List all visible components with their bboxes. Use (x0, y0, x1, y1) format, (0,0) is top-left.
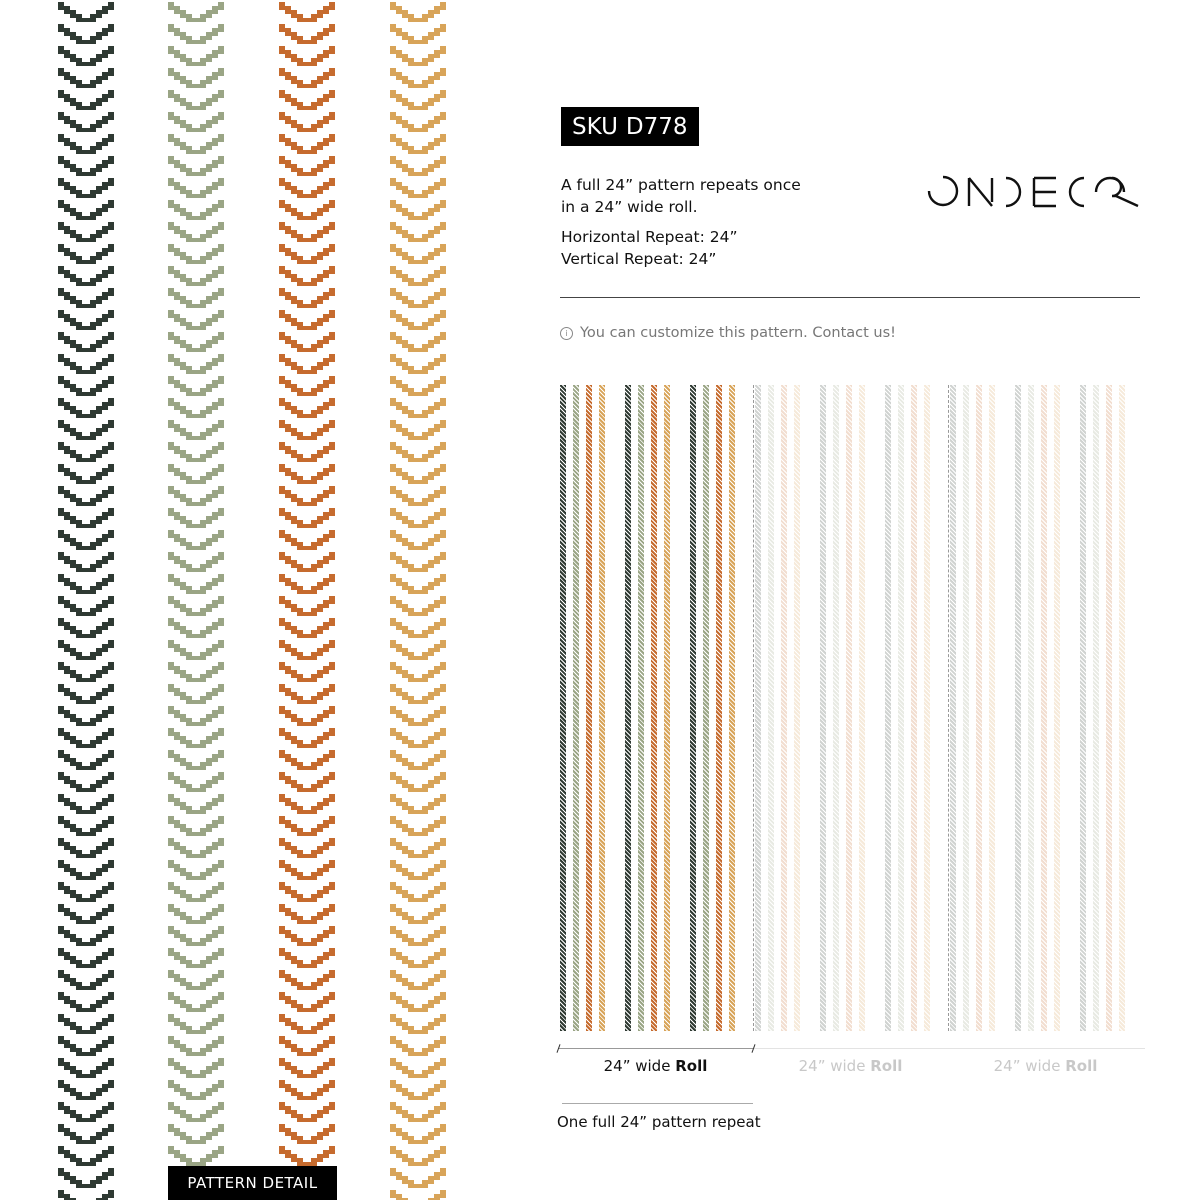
sku-prefix: SKU (572, 113, 618, 140)
roll-stripe (963, 385, 969, 1031)
roll-stripe (1080, 385, 1086, 1031)
roll-stripe (716, 385, 722, 1031)
info-icon: i (560, 326, 573, 340)
roll-stripe (729, 385, 735, 1031)
description-line: A full 24” pattern repeats once (561, 176, 801, 194)
roll-stripe (703, 385, 709, 1031)
roll-label: 24” wide Roll (798, 1057, 903, 1075)
roll-stripe (664, 385, 670, 1031)
roll-preview (558, 385, 753, 1031)
pattern-repeat-label: One full 24” pattern repeat (557, 1113, 761, 1131)
roll-stripe (989, 385, 995, 1031)
chevron-stripe-mustard (390, 0, 446, 1200)
roll-stripe (755, 385, 761, 1031)
horizontal-repeat: Horizontal Repeat: 24” (561, 228, 738, 246)
roll-stripe (1054, 385, 1060, 1031)
roll-width-dimension (948, 1048, 1145, 1049)
roll-stripe (560, 385, 566, 1031)
roll-stripe (573, 385, 579, 1031)
roll-stripe (625, 385, 631, 1031)
roll-stripe (781, 385, 787, 1031)
roll-stripe (911, 385, 917, 1031)
roll-stripe (1106, 385, 1112, 1031)
chevron-stripe-dark (58, 0, 114, 1200)
roll-stripe (833, 385, 839, 1031)
roll-label: 24” wide Roll (993, 1057, 1098, 1075)
roll-preview (753, 385, 948, 1031)
roll-stripe (846, 385, 852, 1031)
roll-stripe (1093, 385, 1099, 1031)
ondecor-logo (927, 175, 1139, 208)
vertical-repeat: Vertical Repeat: 24” (561, 250, 717, 268)
sku-badge: SKU D778 (561, 107, 699, 146)
roll-stripe (1015, 385, 1021, 1031)
roll-stripe (651, 385, 657, 1031)
roll-stripe (898, 385, 904, 1031)
pattern-repeat-dimension (562, 1103, 753, 1104)
divider (560, 297, 1140, 298)
pattern-detail-label: PATTERN DETAIL (168, 1166, 337, 1200)
roll-stripe (859, 385, 865, 1031)
roll-seam (753, 385, 754, 1031)
roll-stripe (976, 385, 982, 1031)
customize-notice[interactable]: i You can customize this pattern. Contac… (560, 325, 896, 341)
roll-label: 24” wide Roll (603, 1057, 708, 1075)
roll-width-dimension (753, 1048, 948, 1049)
roll-stripe (638, 385, 644, 1031)
roll-stripe (794, 385, 800, 1031)
roll-stripe (820, 385, 826, 1031)
notice-text: You can customize this pattern. Contact … (580, 325, 896, 341)
roll-stripe (1119, 385, 1125, 1031)
roll-seam (948, 385, 949, 1031)
repeat-info: Horizontal Repeat: 24” Vertical Repeat: … (561, 226, 738, 270)
roll-stripe (950, 385, 956, 1031)
roll-stripe (1028, 385, 1034, 1031)
chevron-stripe-orange (279, 0, 335, 1200)
roll-stripe (1041, 385, 1047, 1031)
roll-stripe (885, 385, 891, 1031)
roll-stripe (768, 385, 774, 1031)
roll-stripe (690, 385, 696, 1031)
roll-stripe (599, 385, 605, 1031)
roll-stripe (924, 385, 930, 1031)
chevron-stripe-sage (168, 0, 224, 1200)
description-line: in a 24” wide roll. (561, 198, 698, 216)
roll-width-dimension (558, 1048, 753, 1049)
roll-preview (948, 385, 1143, 1031)
roll-stripe (586, 385, 592, 1031)
sku-code: D778 (625, 113, 688, 140)
pattern-description: A full 24” pattern repeats once in a 24”… (561, 174, 851, 218)
